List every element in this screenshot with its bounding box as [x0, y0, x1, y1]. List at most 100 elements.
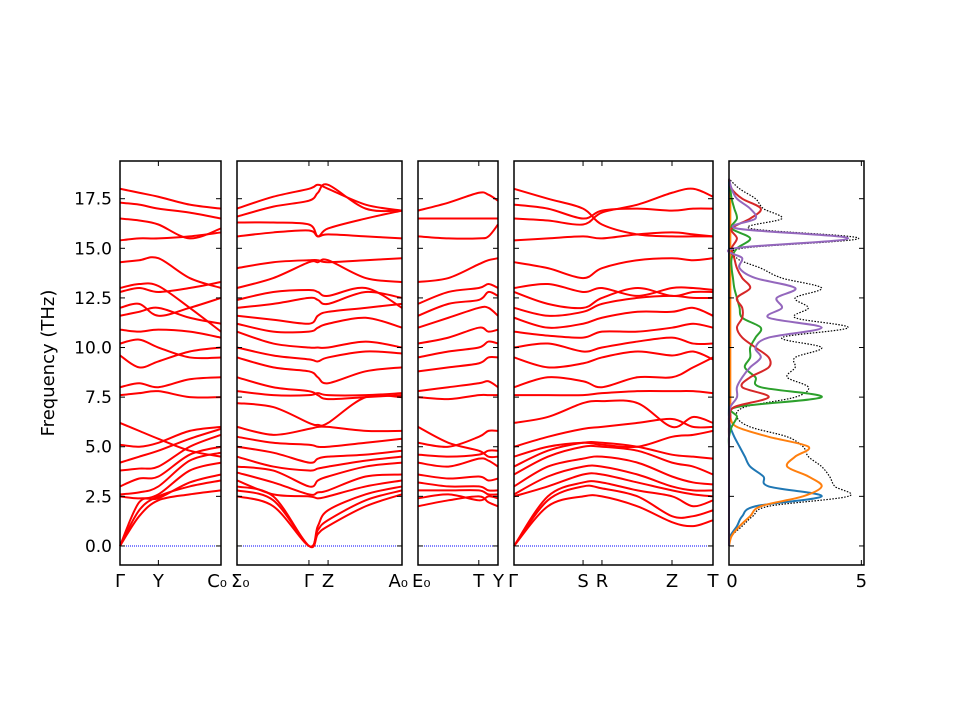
x-tick-label: Z: [666, 571, 678, 592]
phonon-band-23: [236, 229, 403, 240]
phonon-band-1: [513, 494, 714, 547]
x-tick-label: C₀: [207, 571, 227, 592]
phonon-band-6: [236, 461, 403, 488]
dos-x-tick-label: 0: [726, 571, 737, 592]
phonon-band-21: [119, 231, 222, 242]
dos-x-tick-label: 5: [856, 571, 867, 592]
x-tick-label: Y: [152, 571, 165, 592]
phonon-band-4: [236, 479, 403, 500]
phonon-band-18: [513, 294, 714, 317]
phonon-band-10: [513, 417, 714, 448]
band-panel-1: 0.0 2.5 5.0 7.5 10.0 12.5 15.0 17.5 Γ Y C₀: [74, 160, 227, 592]
phonon-band-3: [513, 480, 714, 547]
phonon-band-24: [236, 209, 403, 238]
phonon-band-1: [236, 489, 403, 548]
phonon-band-8: [513, 441, 714, 468]
phonon-band-2: [119, 479, 222, 547]
phonon-band-17: [513, 306, 714, 329]
panel-frame: [513, 160, 714, 566]
phonon-band-22: [119, 217, 222, 240]
phonon-band-15: [513, 336, 714, 353]
y-tick-label: 0.0: [85, 537, 112, 557]
x-tick-label: Γ: [508, 571, 518, 592]
phonon-band-10: [236, 425, 403, 436]
phonon-band-26: [236, 183, 403, 212]
phonon-band-3: [119, 473, 222, 547]
phonon-band-2: [513, 484, 714, 547]
phonon-band-8: [236, 445, 403, 464]
x-tick-label: Y: [492, 571, 505, 592]
phonon-band-7: [417, 449, 499, 458]
phonon-band-9: [236, 435, 403, 449]
phonon-band-3: [418, 489, 499, 496]
phonon-band-1: [417, 495, 499, 508]
x-tick-label: A₀: [388, 571, 408, 592]
phonon-band-18: [119, 281, 222, 293]
phonon-band-10: [417, 393, 498, 401]
phonon-band-17: [119, 296, 222, 317]
x-tick-label: T: [707, 571, 720, 592]
y-tick-label: 2.5: [85, 487, 112, 507]
phonon-band-14: [417, 326, 499, 345]
phonon-band-10: [119, 422, 222, 458]
phonon-band-15: [119, 328, 222, 339]
phonon-band-23: [119, 201, 222, 220]
y-tick-label: 17.5: [74, 190, 112, 210]
phonon-band-16: [119, 306, 222, 325]
phonon-band-4: [119, 461, 222, 500]
phonon-band-5: [417, 473, 499, 482]
phonon-band-13: [236, 376, 403, 401]
x-tick-label: Γ: [304, 571, 314, 592]
phonon-band-21: [236, 258, 403, 289]
phonon-band-18: [236, 302, 403, 325]
phonon-band-24: [119, 187, 222, 210]
panel-frame: [236, 160, 403, 566]
y-axis-label: Frequency (THz): [38, 290, 59, 437]
y-tick-label: 15.0: [74, 239, 112, 259]
phonon-band-11: [417, 380, 499, 393]
phonon-band-25: [513, 187, 713, 238]
band-panel-3: E₀ T Y: [412, 160, 505, 592]
phonon-band-12: [417, 356, 499, 373]
phonon-band-14: [236, 356, 403, 385]
phonon-band-25: [236, 183, 403, 218]
phonon-band-12: [513, 390, 714, 397]
y-tick-label: 7.5: [85, 388, 112, 408]
phonon-band-4: [417, 481, 499, 492]
phonon-band-16: [513, 322, 714, 339]
phonon-band-17: [417, 283, 499, 305]
phonon-band-14: [513, 350, 714, 369]
x-tick-label: Γ: [115, 571, 125, 592]
phonon-band-8: [119, 427, 222, 464]
phonon-band-15: [236, 346, 403, 363]
dos-frame: [728, 160, 865, 566]
x-tick-label: R: [596, 571, 609, 592]
phonon-band-1: [119, 489, 222, 547]
phonon-band-21: [513, 257, 714, 280]
y-tick-label: 10.0: [74, 339, 112, 359]
phonon-band-14: [119, 338, 222, 360]
y-tick-label: 5.0: [85, 438, 112, 458]
phonon-band-19: [119, 282, 222, 333]
phonon-band-2: [417, 493, 499, 502]
phonon-band-7: [236, 455, 403, 472]
x-tick-label: Σ₀: [231, 571, 250, 592]
phonon-band-17: [236, 316, 403, 334]
phonon-band-16: [417, 290, 499, 317]
phonon-band-15: [417, 305, 499, 329]
phonon-band-4: [513, 472, 714, 498]
phonon-band-2: [236, 489, 403, 549]
dos-projected-line-4: [727, 178, 772, 546]
phonon-band-22: [236, 257, 403, 270]
phonon-band-22: [513, 231, 714, 242]
phonon-band-20: [236, 286, 403, 309]
band-panel-2: Σ₀ Γ Z A₀: [231, 160, 408, 592]
dos-total-line: [728, 178, 860, 547]
phonon-band-12: [119, 376, 222, 389]
dos-projected-line-2: [728, 178, 823, 547]
phonon-band-9: [417, 426, 499, 459]
phonon-band-8: [417, 429, 499, 448]
phonon-band-19: [236, 290, 403, 309]
